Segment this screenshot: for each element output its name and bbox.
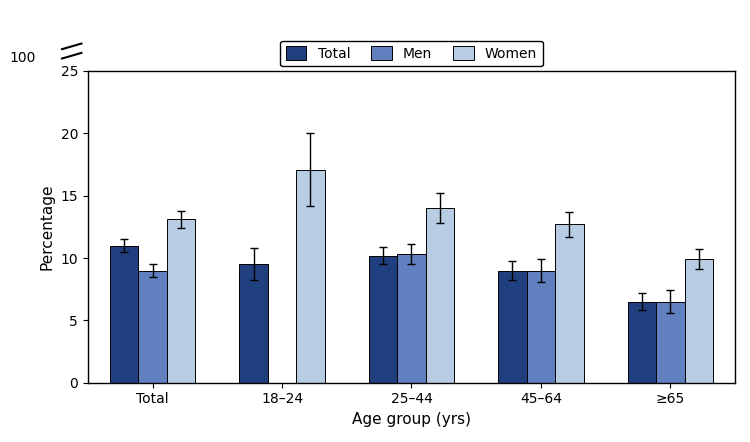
Bar	[369, 255, 398, 383]
Y-axis label: Percentage: Percentage	[40, 183, 55, 270]
Legend: Total, Men, Women: Total, Men, Women	[280, 41, 543, 66]
Bar	[498, 271, 526, 383]
Bar	[526, 271, 555, 383]
Text: 100: 100	[10, 51, 36, 65]
Bar	[239, 264, 268, 383]
Bar	[628, 302, 656, 383]
Bar	[296, 169, 325, 383]
Bar	[138, 271, 166, 383]
Bar	[555, 225, 584, 383]
Bar	[398, 254, 426, 383]
Bar	[685, 259, 713, 383]
Bar	[656, 302, 685, 383]
X-axis label: Age group (yrs): Age group (yrs)	[352, 412, 471, 427]
Bar	[110, 246, 138, 383]
Bar	[166, 219, 195, 383]
Bar	[426, 208, 454, 383]
